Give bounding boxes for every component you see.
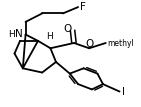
Text: F: F [80,2,86,12]
Text: methyl: methyl [107,39,134,48]
Text: O: O [63,24,71,34]
Text: N: N [15,29,23,39]
Text: H: H [46,32,52,41]
Text: O: O [86,39,94,49]
Text: H: H [8,30,15,39]
Text: I: I [122,87,125,97]
